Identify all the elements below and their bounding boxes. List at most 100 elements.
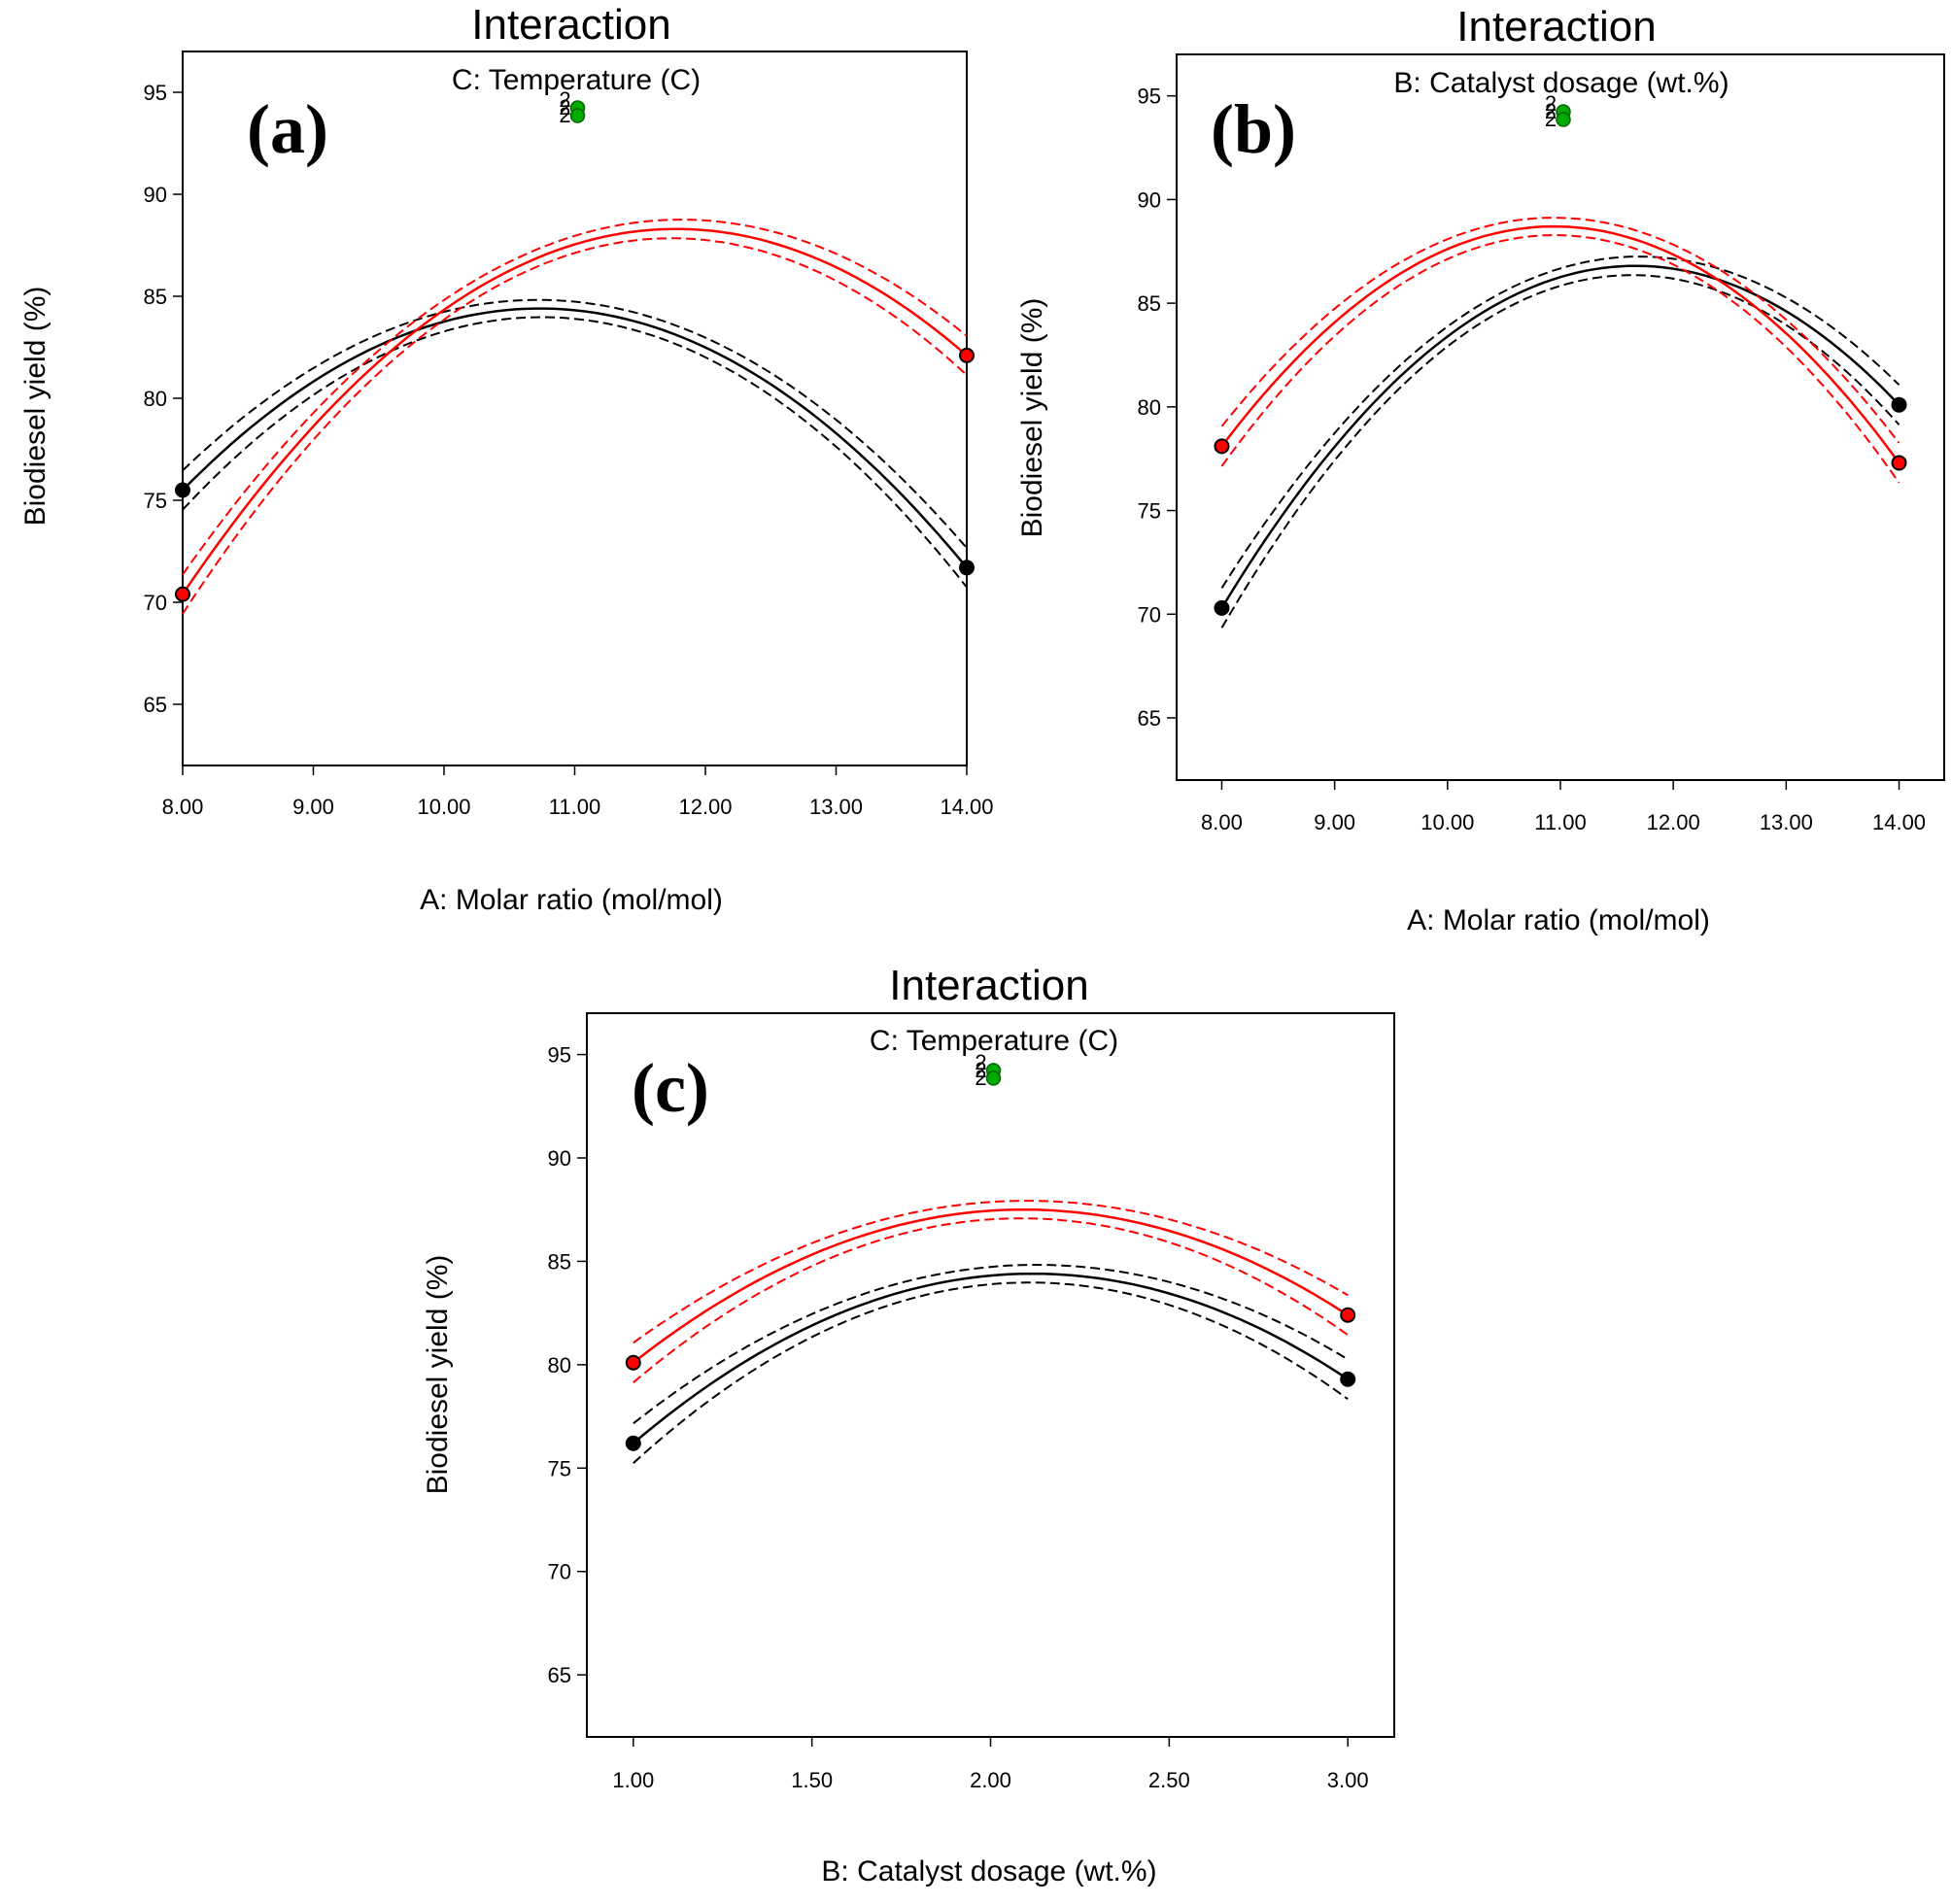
data-point: [1214, 438, 1230, 455]
y-tick-label: 70: [1138, 602, 1161, 627]
chart-subtitle: C: Temperature (C): [870, 1025, 1118, 1057]
series-ci-lower: [182, 316, 968, 589]
data-point: [1214, 599, 1230, 616]
data-point: [625, 1354, 641, 1371]
x-tick-label: 13.00: [809, 795, 863, 819]
x-tick-label: 10.00: [417, 795, 470, 819]
x-tick-label: 10.00: [1420, 810, 1474, 834]
x-tick-label: 14.00: [1872, 810, 1926, 834]
data-point: [1891, 455, 1907, 471]
x-tick-label: 9.00: [1314, 810, 1355, 834]
series-ci-upper: [182, 219, 968, 575]
y-tick-label: 70: [548, 1560, 571, 1584]
series-ci-upper: [633, 1263, 1349, 1425]
x-tick-label: 9.00: [292, 795, 334, 819]
y-tick-label: 65: [1138, 706, 1161, 731]
data-point: [175, 482, 190, 498]
y-tick-label: 90: [548, 1146, 571, 1171]
chart-subtitle: B: Catalyst dosage (wt.%): [1393, 67, 1729, 99]
series-ci-lower: [182, 237, 968, 615]
y-tick-label: 95: [144, 81, 167, 105]
x-tick-label: 12.00: [678, 795, 732, 819]
design-point-label: 2: [1545, 99, 1557, 123]
x-axis-label: A: Molar ratio (mol/mol): [1407, 904, 1710, 936]
design-point-label: 2: [1545, 107, 1557, 131]
x-tick-label: 13.00: [1760, 810, 1813, 834]
panel-label: (c): [632, 1049, 709, 1127]
y-tick-label: 80: [1138, 395, 1161, 420]
y-tick-label: 90: [144, 183, 167, 207]
chart-title: Interaction: [1456, 3, 1656, 51]
x-axis-label: B: Catalyst dosage (wt.%): [821, 1855, 1156, 1887]
series-ci-upper: [182, 298, 968, 549]
panel-label: (b): [1211, 90, 1296, 168]
data-point: [175, 586, 190, 602]
design-point-label: 2: [975, 1050, 986, 1074]
design-point-label: 2: [975, 1058, 986, 1082]
series-ci-lower: [1220, 234, 1900, 484]
x-tick-label: 12.00: [1647, 810, 1700, 834]
chart-panel-c: Interaction C: Temperature (C) (c) B: Ca…: [422, 962, 1395, 1887]
x-tick-label: 2.50: [1148, 1768, 1190, 1792]
x-tick-label: 3.00: [1327, 1768, 1369, 1792]
y-tick-label: 65: [548, 1663, 571, 1687]
x-tick-label: 8.00: [1201, 810, 1243, 834]
series-ci-upper: [1220, 255, 1900, 589]
y-tick-label: 80: [548, 1353, 571, 1377]
series-ci-lower: [1220, 274, 1900, 629]
data-point: [959, 560, 975, 576]
series-ci-lower: [633, 1281, 1349, 1464]
series-ci-upper: [633, 1200, 1349, 1344]
x-tick-label: 2.00: [970, 1768, 1011, 1792]
series-line: [632, 1272, 1349, 1445]
x-axis-label: A: Molar ratio (mol/mol): [420, 884, 723, 916]
design-point-label: 2: [559, 103, 570, 127]
data-point: [1340, 1307, 1356, 1323]
y-tick-label: 75: [548, 1456, 571, 1480]
series-line: [181, 227, 968, 595]
y-tick-label: 85: [144, 285, 167, 309]
x-tick-label: 1.50: [791, 1768, 833, 1792]
series-ci-upper: [1220, 217, 1900, 444]
x-tick-label: 1.00: [612, 1768, 654, 1792]
y-axis-label: Biodiesel yield (%): [19, 287, 51, 527]
series-line: [633, 1207, 1349, 1364]
data-point: [1340, 1371, 1356, 1387]
series-line: [1220, 224, 1900, 464]
design-point-label: 2: [559, 95, 570, 119]
design-point: [1556, 112, 1571, 127]
x-tick-label: 11.00: [1534, 810, 1586, 834]
y-axis-label: Biodiesel yield (%): [422, 1255, 454, 1495]
y-tick-label: 90: [1138, 187, 1161, 212]
y-axis-label: Biodiesel yield (%): [1016, 298, 1048, 538]
design-point: [569, 108, 586, 123]
series-ci-lower: [633, 1217, 1349, 1383]
y-tick-label: 75: [144, 489, 167, 513]
chart-title: Interaction: [471, 1, 670, 49]
x-tick-label: 11.00: [549, 795, 600, 819]
chart-panel-a: Interaction C: Temperature (C) (a) A: Mo…: [19, 1, 994, 916]
design-point-label: 2: [975, 1066, 986, 1090]
x-tick-label: 14.00: [940, 795, 993, 819]
chart-title: Interaction: [889, 962, 1088, 1009]
y-tick-label: 95: [548, 1043, 571, 1068]
y-tick-label: 85: [1138, 291, 1161, 316]
y-tick-label: 70: [144, 591, 167, 615]
y-tick-label: 75: [1138, 499, 1161, 524]
series-line: [1220, 264, 1900, 609]
y-tick-label: 65: [144, 693, 167, 717]
design-point: [985, 1071, 1002, 1086]
chart-panel-b: Interaction B: Catalyst dosage (wt.%) (b…: [1016, 3, 1945, 936]
data-point: [1891, 396, 1907, 413]
chart-subtitle: C: Temperature (C): [452, 64, 701, 96]
y-tick-label: 95: [1138, 85, 1161, 109]
y-tick-label: 85: [548, 1249, 571, 1274]
design-point-label: 2: [559, 87, 570, 112]
x-tick-label: 8.00: [162, 795, 204, 819]
design-point-label: 2: [1545, 91, 1557, 116]
data-point: [959, 347, 975, 363]
data-point: [625, 1435, 641, 1451]
y-tick-label: 80: [144, 387, 167, 411]
panel-label: (a): [247, 90, 328, 168]
